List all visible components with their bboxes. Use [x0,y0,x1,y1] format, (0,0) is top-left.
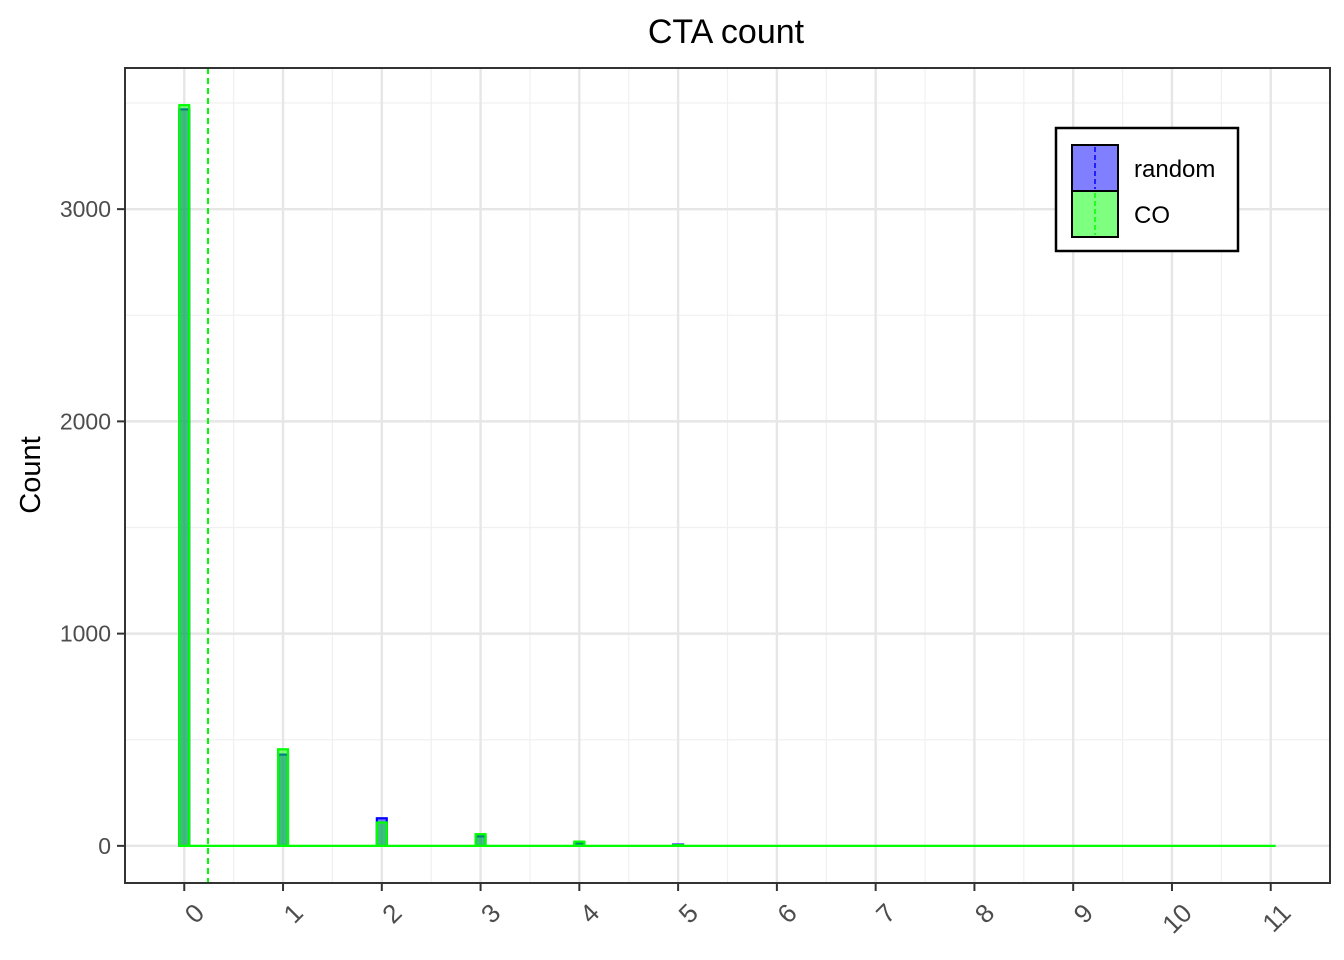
legend-key-border [1071,190,1119,238]
chart-title: CTA count [648,13,805,51]
bar-co-0 [178,104,191,847]
legend-label-random: random [1134,156,1215,183]
bar-co-2 [375,821,388,847]
bar-co-1 [276,748,290,847]
y-axis-label: Count [15,436,47,513]
lines-layer [179,68,1276,883]
legend: random CO [1054,126,1240,253]
y-tick-label: 2000 [60,408,111,434]
plot-border [124,67,1331,884]
y-tick-label: 0 [98,833,111,859]
y-tick-label: 3000 [60,196,111,222]
y-tick-label: 1000 [60,621,111,647]
legend-label-co: CO [1134,202,1170,229]
bar-co-3 [474,833,487,847]
